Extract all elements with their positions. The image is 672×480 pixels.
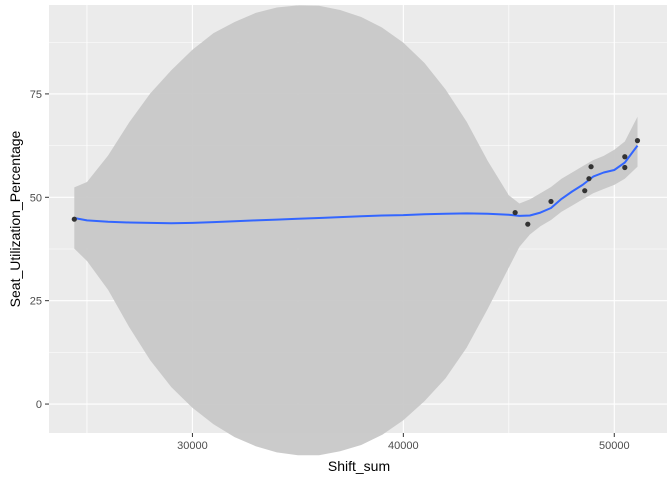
data-points: [71, 138, 641, 227]
confidence-band: [74, 5, 638, 456]
y-axis-title: Seat_Utilization_Percentage: [7, 130, 23, 307]
y-axis-ticks: 0 25 50 75: [30, 89, 49, 411]
x-axis-title: Shift_sum: [328, 458, 390, 474]
data-point: [512, 209, 518, 216]
data-point: [588, 164, 594, 170]
y-tick-label: 75: [30, 89, 42, 101]
y-tick-label: 50: [30, 192, 42, 204]
x-tick-label: 40000: [388, 440, 419, 452]
y-tick-label: 0: [36, 399, 42, 411]
x-axis-ticks: 30000 40000 50000: [177, 433, 630, 452]
data-point: [71, 216, 77, 222]
data-point: [582, 188, 588, 194]
y-tick-label: 25: [30, 296, 42, 308]
smooth-line: [74, 145, 639, 225]
data-point: [586, 176, 592, 182]
data-point: [622, 154, 628, 160]
x-tick-label: 50000: [599, 440, 630, 452]
data-point: [548, 198, 554, 205]
data-point: [622, 164, 628, 171]
x-tick-label: 30000: [177, 440, 208, 452]
data-point: [634, 138, 641, 144]
data-point: [525, 221, 531, 227]
